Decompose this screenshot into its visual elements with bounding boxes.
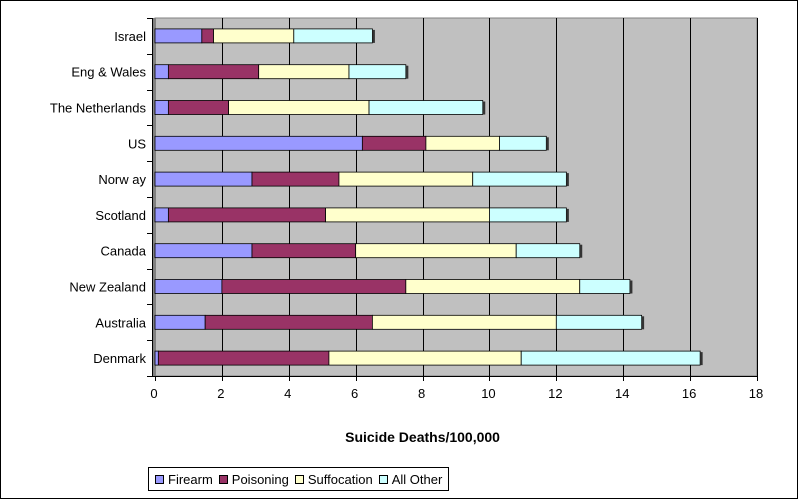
plot-side-wall	[152, 18, 156, 376]
bar-segment-poisoning	[204, 314, 373, 330]
y-tick-label: Australia	[95, 315, 146, 330]
bar-segment-poisoning	[201, 28, 214, 44]
bar-segment-all-other	[472, 171, 567, 187]
bar-segment-suffocation	[371, 314, 557, 330]
x-tick-label: 0	[150, 386, 157, 401]
bar-segment-poisoning	[167, 64, 260, 80]
bar-segment-firearm	[154, 207, 169, 223]
legend-label: Suffocation	[307, 471, 373, 487]
legend-item: Firearm	[155, 472, 213, 487]
x-tick-label: 18	[749, 386, 763, 401]
x-tick-label: 10	[481, 386, 495, 401]
bar-segment-poisoning	[221, 279, 407, 294]
y-tick-label: US	[128, 136, 146, 151]
bar-end-cap	[629, 280, 633, 294]
x-tick-label: 2	[217, 386, 224, 401]
y-tick-label: Israel	[114, 29, 146, 44]
bar-segment-firearm	[154, 243, 253, 259]
bar-end-cap	[566, 208, 569, 222]
bar-segment-all-other	[368, 100, 484, 115]
x-tick-label: 8	[418, 386, 425, 401]
y-tick-label: The Netherlands	[50, 101, 147, 116]
bar-end-cap	[641, 316, 645, 330]
x-tick-label: 16	[682, 386, 696, 401]
bar-end-cap	[700, 352, 703, 366]
legend: Firearm Poisoning Suffocation All Other	[148, 467, 450, 491]
bar-segment-poisoning	[157, 350, 330, 366]
bar-segment-poisoning	[167, 207, 326, 223]
x-tick-label: 14	[615, 386, 629, 401]
legend-item: Suffocation	[294, 471, 373, 487]
bar-segment-firearm	[154, 279, 223, 294]
bar-end-cap	[546, 137, 549, 151]
x-tick-label: 6	[351, 386, 358, 401]
bar-segment-suffocation	[425, 135, 500, 151]
bar-end-cap	[405, 65, 409, 79]
y-tick-label: Denmark	[93, 351, 146, 366]
legend-swatch	[218, 474, 228, 484]
x-tick-label: 12	[548, 386, 562, 401]
bar-segment-suffocation	[328, 350, 522, 366]
bar-segment-suffocation	[228, 100, 370, 115]
bar-segment-all-other	[348, 64, 407, 80]
y-tick-label: New Zealand	[69, 280, 146, 295]
y-tick-label: Eng & Wales	[71, 65, 146, 80]
bar-segment-firearm	[154, 314, 206, 330]
bar-segment-poisoning	[167, 100, 229, 115]
bar-segment-firearm	[154, 350, 159, 366]
bar-segment-poisoning	[251, 243, 357, 259]
bar-segment-poisoning	[251, 171, 340, 187]
bar-segment-firearm	[154, 28, 203, 44]
bar-segment-firearm	[154, 64, 169, 80]
x-axis-title: Suicide Deaths/100,000	[345, 429, 500, 445]
bar-segment-all-other	[579, 279, 631, 294]
legend-swatch	[294, 474, 304, 484]
bar-segment-suffocation	[213, 28, 295, 44]
legend-label: Poisoning	[231, 471, 289, 487]
y-tick-label: Canada	[100, 244, 146, 259]
bar-segment-all-other	[499, 135, 547, 151]
legend-swatch	[378, 474, 388, 484]
bar-end-cap	[566, 173, 569, 187]
y-tick-label: Norw ay	[98, 172, 146, 187]
bar-segment-firearm	[154, 100, 169, 115]
bar-end-cap	[579, 244, 583, 258]
bar-segment-firearm	[154, 171, 253, 187]
legend-swatch	[155, 474, 164, 484]
y-tick-label: Scotland	[95, 208, 146, 223]
bar-end-cap	[372, 29, 375, 43]
legend-label: Firearm	[168, 471, 213, 487]
bar-segment-suffocation	[405, 279, 581, 294]
bar-segment-firearm	[154, 135, 363, 151]
bar-segment-suffocation	[325, 207, 490, 223]
legend-label: All Other	[391, 471, 443, 487]
bar-segment-suffocation	[338, 171, 474, 187]
bar-segment-all-other	[515, 243, 581, 259]
legend-item: Poisoning	[218, 471, 289, 487]
bar-segment-all-other	[489, 207, 567, 223]
bar-segment-all-other	[555, 314, 643, 330]
bar-segment-suffocation	[355, 243, 517, 259]
bar-segment-poisoning	[361, 135, 427, 151]
bar-segment-all-other	[293, 28, 373, 44]
bar-end-cap	[482, 101, 486, 115]
x-tick-label: 4	[284, 386, 291, 401]
legend-item: All Other	[378, 471, 443, 487]
bar-segment-suffocation	[258, 64, 350, 80]
bar-segment-all-other	[520, 350, 701, 366]
